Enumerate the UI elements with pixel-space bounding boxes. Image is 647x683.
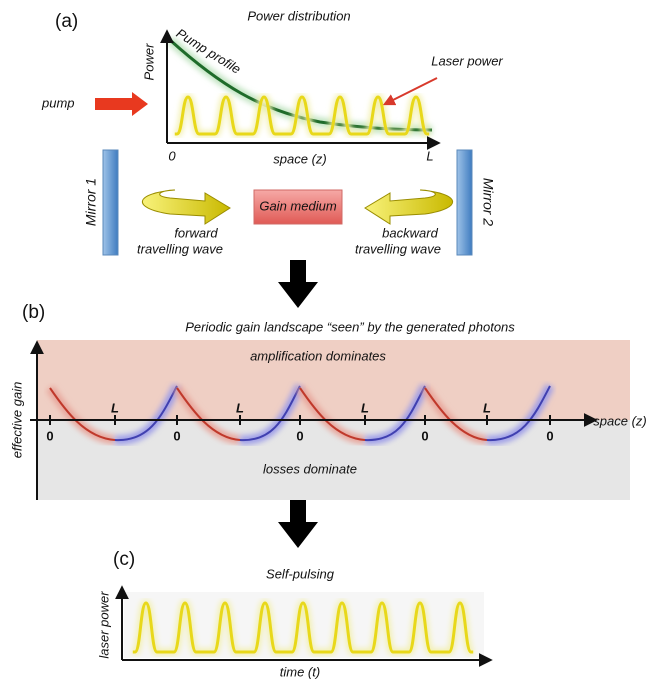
panel-label: (b) (22, 302, 45, 323)
mirror-label: Mirror 2 (480, 178, 496, 226)
gain-medium-label: Gain medium (259, 198, 336, 213)
pulse-train (132, 601, 474, 654)
annotation-arrow (382, 77, 438, 106)
panel-a: (a) Power distribution Power Pump profil… (41, 8, 503, 256)
panel-b: (b) Periodic gain landscape “seen” by th… (9, 302, 647, 500)
pump-arrow (95, 92, 148, 116)
x-end-label: L (426, 148, 433, 163)
wave-label: travelling wave (137, 241, 223, 256)
pump-profile-curve (168, 38, 433, 132)
panel-title: Power distribution (247, 8, 350, 23)
wave-label: travelling wave (355, 241, 441, 256)
panel-label: (a) (55, 11, 78, 32)
x-axis-label: time (t) (280, 664, 320, 679)
l-label: L (361, 400, 369, 415)
backward-arrow (364, 189, 453, 225)
y-axis-label: effective gain (9, 382, 24, 459)
x-start-label: 0 (168, 148, 176, 163)
gain-curve-decay (424, 387, 488, 441)
zero-label: 0 (173, 428, 180, 443)
wave-label: forward (174, 225, 218, 240)
region-label: amplification dominates (250, 348, 386, 363)
gain-curve-decay (176, 387, 241, 441)
zero-label: 0 (421, 428, 428, 443)
gain-curve-rise (239, 385, 301, 442)
annotation: Laser power (431, 53, 503, 68)
panel-label: (c) (113, 549, 135, 570)
ticks: 0 0 0 0 0 L L L L (46, 400, 553, 443)
wave-label: backward (382, 225, 438, 240)
zero-label: 0 (546, 428, 553, 443)
gain-medium-box (253, 189, 343, 225)
pump-label: pump (41, 95, 75, 110)
gain-curves (46, 383, 554, 445)
mirror-label: Mirror 1 (83, 178, 99, 226)
gain-curve-decay (49, 387, 116, 441)
gain-curve-decay (299, 387, 366, 441)
l-label: L (111, 400, 119, 415)
zero-label: 0 (296, 428, 303, 443)
laser-pulses (173, 93, 431, 138)
panel-title: Self-pulsing (266, 566, 335, 581)
x-axis-label: space (z) (273, 151, 326, 166)
y-axis-label: Power (141, 43, 156, 81)
laser-pulses (131, 599, 475, 656)
mirror (102, 149, 119, 256)
l-label: L (236, 400, 244, 415)
x-axis-label: space (z) (593, 413, 646, 428)
flow-arrow (278, 260, 318, 308)
l-label: L (483, 400, 491, 415)
pulse-train (174, 95, 430, 136)
gain-curve-rise (486, 385, 551, 442)
region-label: losses dominate (263, 461, 357, 476)
gain-curve-rise (364, 385, 426, 442)
panel-title: Periodic gain landscape “seen” by the ge… (185, 319, 515, 334)
zero-label: 0 (46, 428, 53, 443)
gain-curve-rise (114, 385, 178, 442)
panel-c: (c) Self-pulsing laser power time (t) (96, 549, 493, 679)
y-axis-label: laser power (96, 591, 111, 659)
forward-arrow (142, 189, 231, 225)
flow-arrow (278, 500, 318, 548)
amplification-region (37, 340, 630, 420)
mirror (456, 149, 473, 256)
